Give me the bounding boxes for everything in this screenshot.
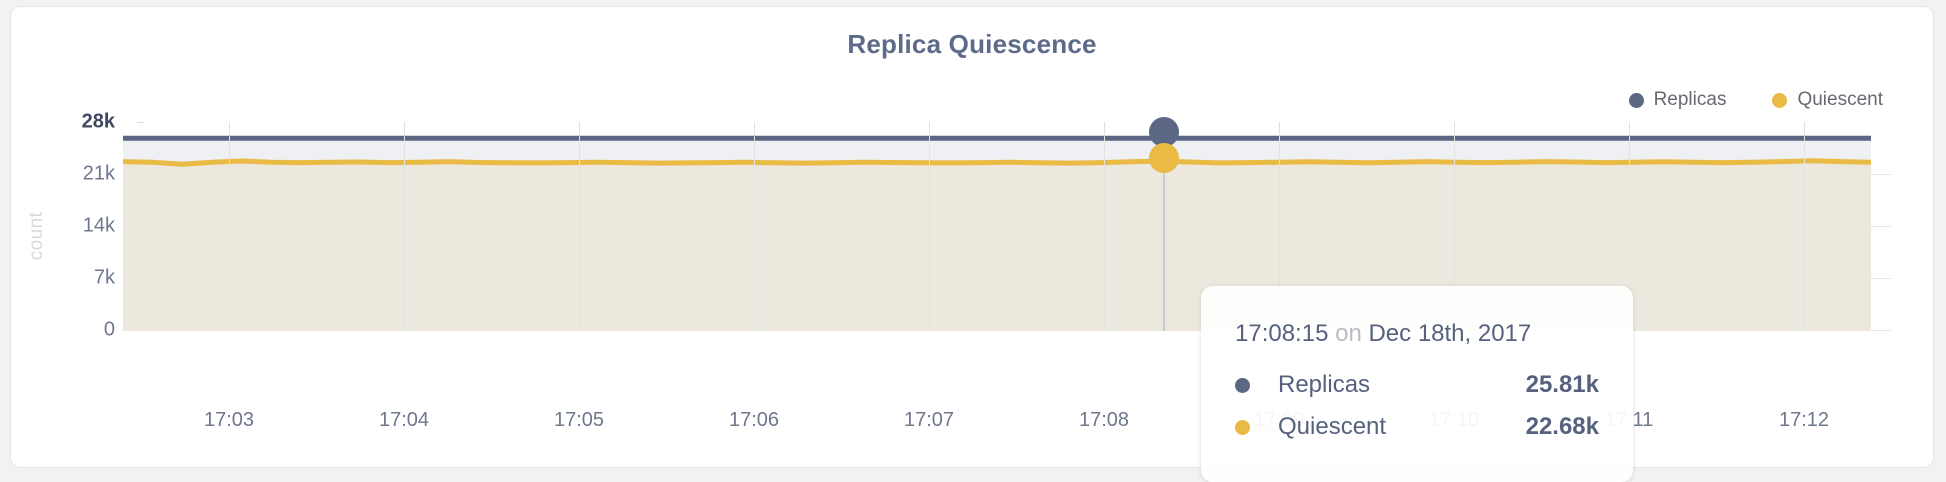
hover-dot-quiescent bbox=[1149, 143, 1179, 173]
series-svg bbox=[123, 135, 1871, 331]
gridline-vertical bbox=[229, 122, 230, 331]
series-line-quiescent bbox=[123, 158, 1871, 167]
x-tick-1706: 17:06 bbox=[728, 409, 780, 431]
chart-card: Replica Quiescence Replicas Quiescent co… bbox=[10, 6, 1934, 468]
tooltip-time: 17:08:15 bbox=[1235, 320, 1329, 347]
y-tick-7k: 7k bbox=[93, 266, 115, 289]
tooltip-connector: on bbox=[1335, 320, 1362, 347]
gridline-vertical bbox=[1104, 122, 1105, 331]
y-tick-21k: 21k bbox=[82, 162, 115, 185]
x-tick-1704: 17:04 bbox=[378, 409, 430, 431]
x-tick-1712: 17:12 bbox=[1778, 409, 1830, 431]
legend-label-quiescent: Quiescent bbox=[1797, 89, 1883, 110]
gridline-vertical bbox=[1804, 122, 1805, 331]
x-tick-1705: 17:05 bbox=[553, 409, 605, 431]
gridline-vertical bbox=[579, 122, 580, 331]
y-tick-mark bbox=[137, 122, 144, 123]
legend-dot-icon bbox=[1628, 92, 1644, 108]
y-tick-0: 0 bbox=[103, 318, 115, 341]
hover-crosshair bbox=[1163, 122, 1165, 331]
y-tick-28k: 28k bbox=[81, 110, 115, 133]
tooltip-value-quiescent: 22.68k bbox=[1525, 413, 1599, 440]
x-tick-1708: 17:08 bbox=[1078, 409, 1130, 431]
tooltip-header: 17:08:15 on Dec 18th, 2017 bbox=[1235, 320, 1599, 348]
gridline-vertical bbox=[1279, 122, 1280, 331]
y-axis: count 28k 21k 14k 7k 0 bbox=[26, 97, 144, 357]
gridline-vertical bbox=[1629, 122, 1630, 331]
hover-tooltip: 17:08:15 on Dec 18th, 2017 Replicas 25.8… bbox=[1201, 286, 1633, 482]
gridline-vertical bbox=[754, 122, 755, 331]
tooltip-row-quiescent: Quiescent 22.68k bbox=[1235, 406, 1599, 448]
x-tick-1707: 17:07 bbox=[903, 409, 955, 431]
hover-dot-replicas bbox=[1149, 117, 1179, 147]
y-tick-14k: 14k bbox=[82, 214, 115, 237]
series-canvas bbox=[123, 122, 1871, 331]
tooltip-row-replicas: Replicas 25.81k bbox=[1235, 364, 1599, 406]
legend-item-replicas[interactable]: Replicas bbox=[1628, 89, 1727, 111]
legend-label-replicas: Replicas bbox=[1653, 89, 1727, 110]
tooltip-dot-icon bbox=[1235, 419, 1250, 435]
tooltip-label-replicas: Replicas bbox=[1278, 371, 1371, 398]
chart-title: Replica Quiescence bbox=[847, 29, 1097, 59]
tooltip-dot-icon bbox=[1235, 377, 1250, 393]
tooltip-value-replicas: 25.81k bbox=[1525, 371, 1599, 398]
legend-item-quiescent[interactable]: Quiescent bbox=[1772, 89, 1883, 111]
chart-legend: Replicas Quiescent bbox=[1628, 89, 1883, 111]
tooltip-date: Dec 18th, 2017 bbox=[1368, 320, 1532, 347]
plot-area[interactable] bbox=[123, 122, 1891, 331]
tooltip-label-quiescent: Quiescent bbox=[1278, 413, 1387, 440]
x-tick-1703: 17:03 bbox=[203, 409, 255, 431]
gridline-vertical bbox=[1454, 122, 1455, 331]
gridline-vertical bbox=[929, 122, 930, 331]
gridline-vertical bbox=[404, 122, 405, 331]
legend-dot-icon bbox=[1772, 92, 1788, 108]
